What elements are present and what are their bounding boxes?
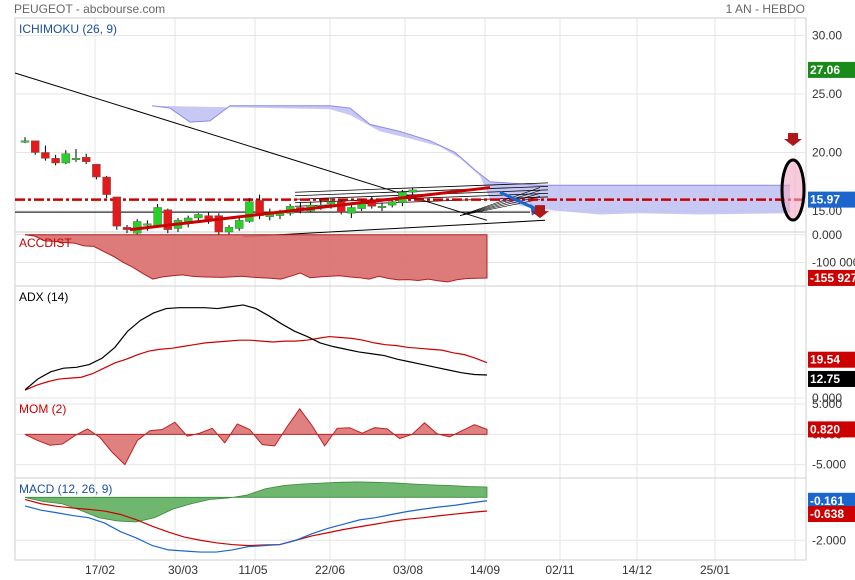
macd-value-label-box	[808, 492, 855, 509]
momentum-value-label-box	[808, 421, 855, 438]
macd-value-label: -0.161	[810, 494, 844, 508]
ichimoku-title: ICHIMOKU (26, 9)	[19, 22, 117, 36]
candle-body	[326, 201, 336, 205]
candle-body	[214, 215, 224, 233]
accdist-title: ACCDIST	[19, 236, 72, 250]
macd-signal-line	[24, 498, 488, 547]
candle-body	[71, 158, 81, 161]
candle-body	[31, 140, 40, 153]
macd-histogram	[24, 481, 488, 523]
candle-body	[20, 140, 30, 143]
candle-body	[347, 207, 356, 214]
candle-body	[81, 156, 91, 163]
x-tick-label: 14/12	[622, 563, 652, 577]
candle-body	[102, 176, 111, 195]
momentum-area	[24, 408, 488, 466]
grid-lines	[14, 17, 807, 561]
adx-black-value-label-box	[808, 370, 855, 387]
acc-y-tick: -100 000	[812, 255, 855, 269]
momentum-value-label: 0.820	[810, 422, 840, 436]
adx-panel: ADX (14)	[19, 290, 488, 391]
momentum-panel: MOM (2)	[19, 402, 488, 466]
adx-red-line	[24, 335, 488, 391]
mom-y-tick: -5.000	[812, 458, 846, 472]
accdist-value-label: -155 927	[810, 271, 855, 285]
accdist-panel: ACCDIST	[19, 234, 488, 283]
fan-ray-4	[459, 187, 541, 216]
x-tick-label: 11/05	[238, 563, 267, 577]
axes: 30.0025.0020.0015.0027.0615.970.000-100 …	[85, 29, 855, 577]
mom-y-tick: 5.000	[812, 397, 842, 411]
cloud-upper-line	[151, 105, 790, 186]
fan-ray-3	[459, 190, 541, 216]
macd-title: MACD (12, 26, 9)	[19, 482, 112, 496]
ichimoku-cloud	[152, 105, 790, 215]
accdist-value-label-box	[808, 269, 855, 286]
candle-body	[122, 227, 132, 230]
adx-black-value-label: 12.75	[810, 372, 840, 386]
ichimoku-panel: ICHIMOKU (26, 9)	[14, 22, 806, 238]
period-label[interactable]: 1 AN - HEBDO	[725, 2, 805, 16]
adx-red-value-label: 19.54	[810, 353, 840, 367]
projection-arrow	[499, 190, 536, 210]
candle-body	[153, 207, 162, 227]
x-tick-label: 02/11	[545, 563, 574, 577]
ichi-y-tick: 30.00	[812, 29, 842, 43]
ichi-y-tick: 25.00	[812, 87, 842, 101]
x-tick-label: 03/08	[393, 563, 423, 577]
x-tick-label: 25/01	[700, 563, 730, 577]
macd-line	[24, 500, 488, 553]
panel-frame-4	[14, 477, 807, 561]
momentum-title: MOM (2)	[19, 402, 66, 416]
macd-signal-value-label: -0.638	[810, 507, 844, 521]
candle-body	[61, 153, 70, 164]
candle-body	[92, 163, 101, 178]
rising-trend-line	[129, 186, 491, 232]
candle-body	[204, 215, 213, 220]
last-price-label-box	[808, 61, 855, 78]
candle-body	[224, 227, 234, 233]
candle-body	[377, 206, 387, 208]
chart-source-title: PEUGEOT - abcbourse.com	[14, 2, 166, 16]
macd-y-tick: -2.000	[812, 533, 846, 547]
candle-body	[183, 217, 193, 222]
accdist-area	[24, 234, 488, 283]
ichi-y-tick: 20.00	[812, 145, 842, 159]
x-tick-label: 17/02	[85, 563, 115, 577]
x-tick-label: 14/09	[470, 563, 500, 577]
candle-body	[234, 220, 244, 229]
adx-y-tick: 0.000	[812, 391, 842, 405]
fan-line-1	[294, 185, 549, 197]
x-tick-label: 30/03	[168, 563, 198, 577]
fan-ray-0	[459, 198, 541, 216]
panel-frame-2	[14, 285, 807, 399]
candle-body	[143, 223, 152, 226]
candle-body	[163, 209, 173, 230]
candle-body	[41, 152, 50, 159]
fan-ray-2	[459, 193, 541, 216]
candle-body	[408, 189, 417, 193]
fan-line-0	[294, 182, 549, 193]
down-arrow-marker	[784, 133, 802, 146]
macd-signal-value-label-box	[808, 506, 855, 523]
candle-body	[112, 196, 122, 227]
macd-panel: MACD (12, 26, 9)	[19, 481, 488, 553]
x-tick-label: 22/06	[315, 563, 345, 577]
adx-title: ADX (14)	[19, 290, 68, 304]
candle-body	[388, 201, 397, 206]
candle-body	[194, 214, 203, 219]
fan-ray-1	[459, 196, 541, 216]
adx-red-value-label-box	[808, 351, 855, 368]
highlight-ellipse	[780, 158, 806, 222]
lower-channel-line	[242, 219, 546, 238]
adx-black-line	[24, 304, 488, 391]
acc-y-tick: 0.000	[812, 228, 842, 242]
level-price-label-box	[808, 191, 855, 208]
candle-body	[245, 201, 254, 222]
candle-body	[51, 158, 60, 164]
level-price-label: 15.97	[810, 193, 840, 207]
down-arrow-marker	[531, 205, 549, 219]
last-price-label: 27.06	[810, 63, 840, 77]
